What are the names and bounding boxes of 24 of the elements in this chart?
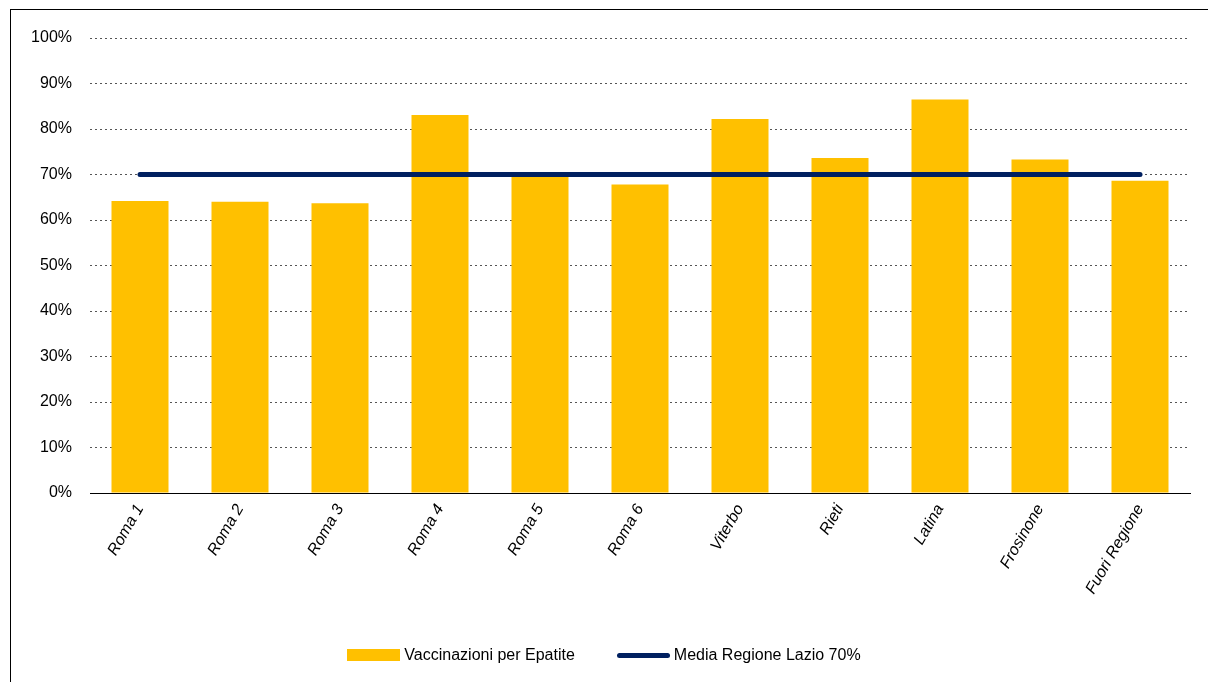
bar <box>111 200 169 493</box>
y-tick-label: 70% <box>39 164 72 182</box>
legend-label: Vaccinazioni per Epatite <box>404 646 575 664</box>
bar <box>511 176 569 493</box>
y-tick-label: 60% <box>39 210 72 228</box>
bar <box>911 99 969 493</box>
y-tick-label: 90% <box>39 73 72 91</box>
legend-label: Media Regione Lazio 70% <box>673 646 861 664</box>
bar <box>1111 180 1169 493</box>
y-tick-label: 40% <box>39 301 72 319</box>
y-tick-label: 50% <box>39 255 72 273</box>
y-tick-label: 10% <box>39 437 72 455</box>
y-tick-label: 100% <box>31 28 72 46</box>
y-tick-label: 20% <box>39 392 72 410</box>
bar <box>811 158 869 493</box>
bar <box>1011 159 1069 493</box>
bar <box>711 118 769 493</box>
y-tick-label: 0% <box>48 483 72 501</box>
bar <box>411 114 469 493</box>
bar <box>211 201 269 493</box>
y-tick-label: 30% <box>39 346 72 364</box>
bar <box>611 184 669 493</box>
bar <box>311 203 369 493</box>
y-tick-label: 80% <box>39 119 72 137</box>
